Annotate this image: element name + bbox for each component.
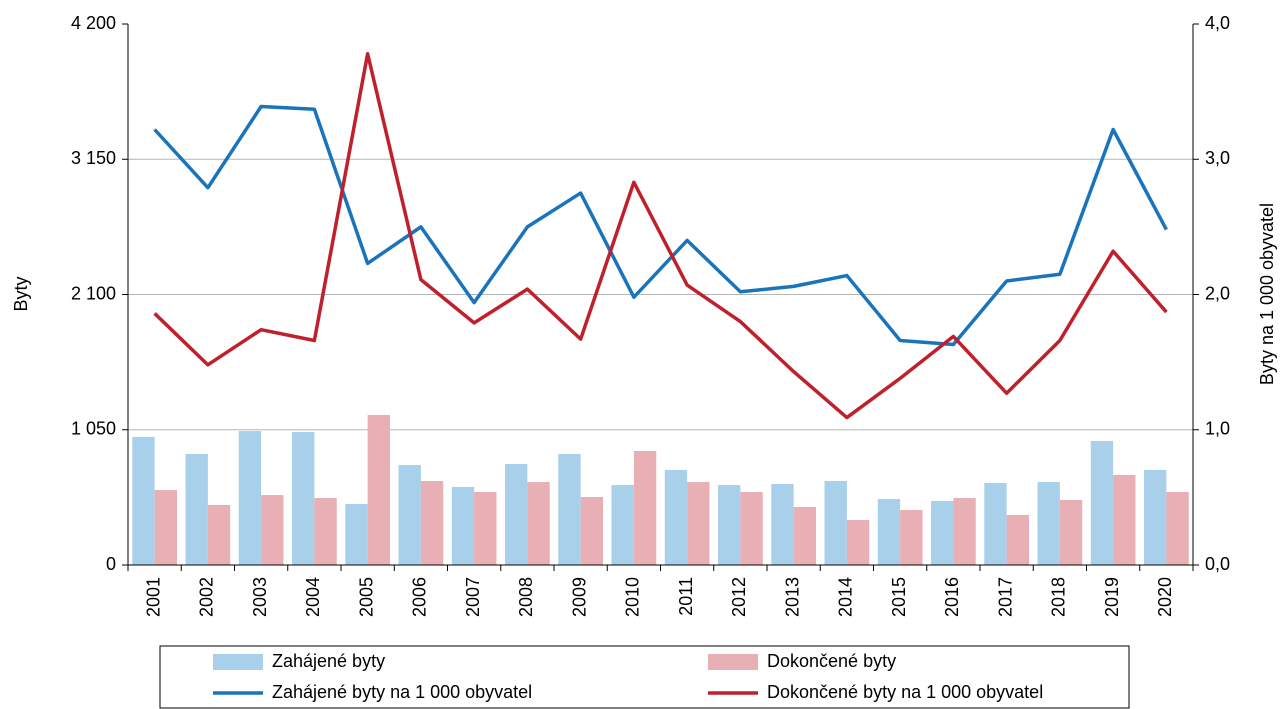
bar <box>846 520 870 565</box>
legend-label: Dokončené byty <box>767 651 896 671</box>
bar <box>474 491 497 565</box>
bar <box>1166 491 1189 565</box>
bar <box>451 486 475 565</box>
bar <box>367 414 390 565</box>
y-tick-label: 1 050 <box>71 419 116 439</box>
x-tick-label: 2013 <box>782 577 802 617</box>
x-tick-label: 2008 <box>516 577 536 617</box>
legend-label: Zahájené byty <box>272 651 385 671</box>
y-tick-label: 4 200 <box>71 13 116 33</box>
bar <box>877 499 901 565</box>
x-tick-label: 2019 <box>1102 577 1122 617</box>
bar <box>398 465 421 565</box>
line-series <box>153 104 1168 347</box>
bar <box>771 483 794 565</box>
y-axis-label: Byty <box>11 276 31 311</box>
bar <box>1037 482 1060 565</box>
x-tick-label: 2016 <box>942 577 962 617</box>
x-tick-label: 2010 <box>623 577 643 617</box>
bar <box>314 498 337 565</box>
x-tick-label: 2009 <box>569 577 589 617</box>
bar <box>984 482 1007 565</box>
y2-tick-label: 0,0 <box>1205 554 1230 574</box>
legend-label: Zahájené byty na 1 000 obyvatel <box>272 682 532 702</box>
y2-axis-label: Byty na 1 000 obyvatel <box>1257 203 1277 385</box>
bar <box>953 498 976 565</box>
bar <box>718 485 741 565</box>
bar <box>1113 474 1136 565</box>
x-tick-label: 2017 <box>995 577 1015 617</box>
x-tick-label: 2020 <box>1155 577 1175 617</box>
bar <box>261 495 284 565</box>
legend-swatch <box>213 654 263 670</box>
bar <box>207 504 231 565</box>
bar <box>154 490 177 565</box>
x-tick-label: 2006 <box>410 577 430 617</box>
x-tick-label: 2001 <box>143 577 163 617</box>
bar <box>824 481 847 565</box>
x-tick-label: 2005 <box>356 577 376 617</box>
y2-tick-label: 1,0 <box>1205 419 1230 439</box>
line-series <box>153 52 1168 420</box>
bar <box>633 451 657 565</box>
x-tick-label: 2003 <box>250 577 270 617</box>
bar <box>931 500 954 565</box>
bar <box>505 464 528 565</box>
bar <box>687 482 710 565</box>
bar <box>1006 515 1029 565</box>
bar <box>420 481 444 565</box>
bar <box>1059 499 1083 565</box>
x-tick-label: 2007 <box>463 577 483 617</box>
bar <box>611 485 634 565</box>
x-tick-label: 2012 <box>729 577 749 617</box>
y-tick-label: 2 100 <box>71 283 116 303</box>
x-tick-label: 2015 <box>889 577 909 617</box>
bar <box>527 482 550 565</box>
x-tick-label: 2004 <box>303 577 323 617</box>
legend-label: Dokončené byty na 1 000 obyvatel <box>767 682 1043 702</box>
y2-tick-label: 4,0 <box>1205 13 1230 33</box>
y2-tick-label: 2,0 <box>1205 283 1230 303</box>
bar <box>740 491 763 565</box>
x-tick-label: 2002 <box>197 577 217 617</box>
legend-box <box>159 645 1130 709</box>
x-tick-label: 2011 <box>676 577 696 616</box>
y-tick-label: 0 <box>106 554 116 574</box>
bar <box>1090 440 1114 565</box>
bar <box>292 431 315 565</box>
legend-swatch <box>708 654 758 670</box>
bar <box>238 431 262 565</box>
x-tick-label: 2014 <box>836 577 856 617</box>
x-tick-label: 2018 <box>1049 577 1069 617</box>
bar <box>1144 469 1167 565</box>
bar <box>580 496 603 565</box>
y-tick-label: 3 150 <box>71 148 116 168</box>
bar <box>132 436 155 565</box>
bar <box>793 507 816 565</box>
bar <box>185 453 208 565</box>
bar <box>345 503 368 565</box>
bar <box>664 469 688 565</box>
bar <box>558 453 581 565</box>
y2-tick-label: 3,0 <box>1205 148 1230 168</box>
bar <box>900 509 923 565</box>
